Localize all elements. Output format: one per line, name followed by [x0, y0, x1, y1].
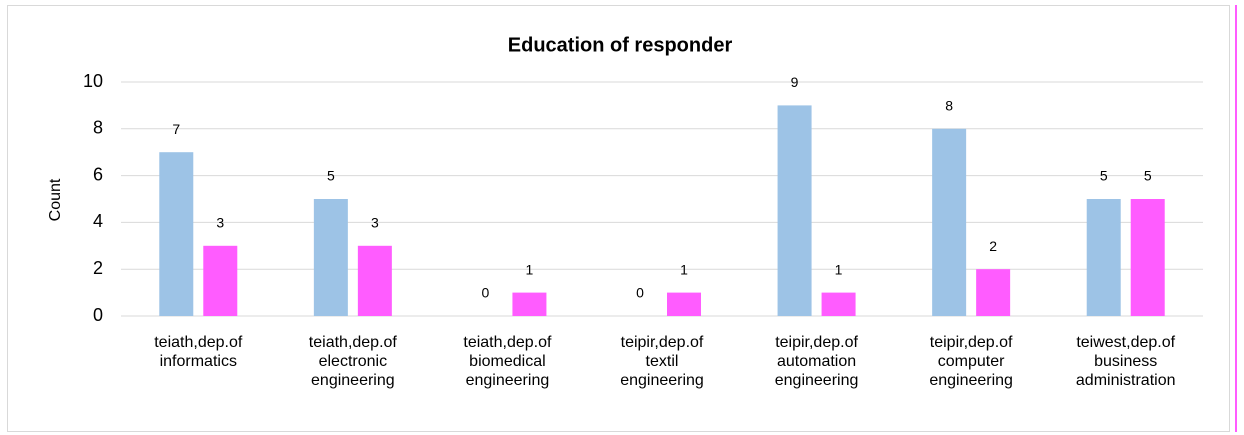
bar — [667, 292, 701, 316]
bar — [313, 199, 348, 316]
y-tick-label: 10 — [83, 71, 103, 91]
y-tick-label: 4 — [93, 211, 103, 231]
bar — [932, 128, 967, 316]
bar — [821, 292, 856, 316]
y-tick-label: 0 — [93, 305, 103, 325]
data-label: 1 — [835, 261, 843, 277]
y-tick-label: 2 — [93, 258, 103, 278]
bar — [777, 105, 812, 317]
x-tick-label: teiwest,dep.of business administration — [1075, 334, 1176, 389]
x-tick-label: teiath,dep.of informatics — [154, 334, 243, 370]
bar — [1130, 199, 1165, 316]
x-tick-label: teipir,dep.of textil engineering — [620, 334, 704, 389]
data-label: 8 — [945, 98, 953, 114]
data-label: 5 — [327, 168, 335, 184]
chart-frame — [7, 5, 1230, 432]
bar — [1086, 199, 1121, 316]
data-label: 3 — [216, 215, 224, 231]
y-tick-label: 8 — [93, 118, 103, 138]
x-tick-label: teipir,dep.of computer engineering — [929, 334, 1013, 389]
y-axis-label: Count — [47, 178, 64, 221]
data-label: 0 — [482, 285, 490, 301]
data-label: 2 — [989, 238, 997, 254]
bar — [976, 269, 1011, 316]
bar — [203, 245, 238, 316]
data-label: 9 — [791, 74, 799, 90]
data-label: 5 — [1144, 168, 1152, 184]
data-label: 1 — [526, 261, 534, 277]
y-tick-label: 6 — [93, 164, 103, 184]
data-label: 0 — [636, 285, 644, 301]
chart-title: Education of responder — [508, 34, 733, 56]
data-label: 1 — [680, 261, 688, 277]
data-label: 7 — [172, 121, 180, 137]
x-tick-label: teiath,dep.of electronic engineering — [308, 334, 397, 389]
x-tick-label: teipir,dep.of automation engineering — [774, 334, 859, 389]
data-label: 5 — [1100, 168, 1108, 184]
x-tick-label: teiath,dep.of biomedical engineering — [463, 334, 552, 389]
bar — [512, 292, 547, 316]
bar — [159, 152, 194, 316]
data-label: 3 — [371, 215, 379, 231]
bar — [357, 245, 392, 316]
